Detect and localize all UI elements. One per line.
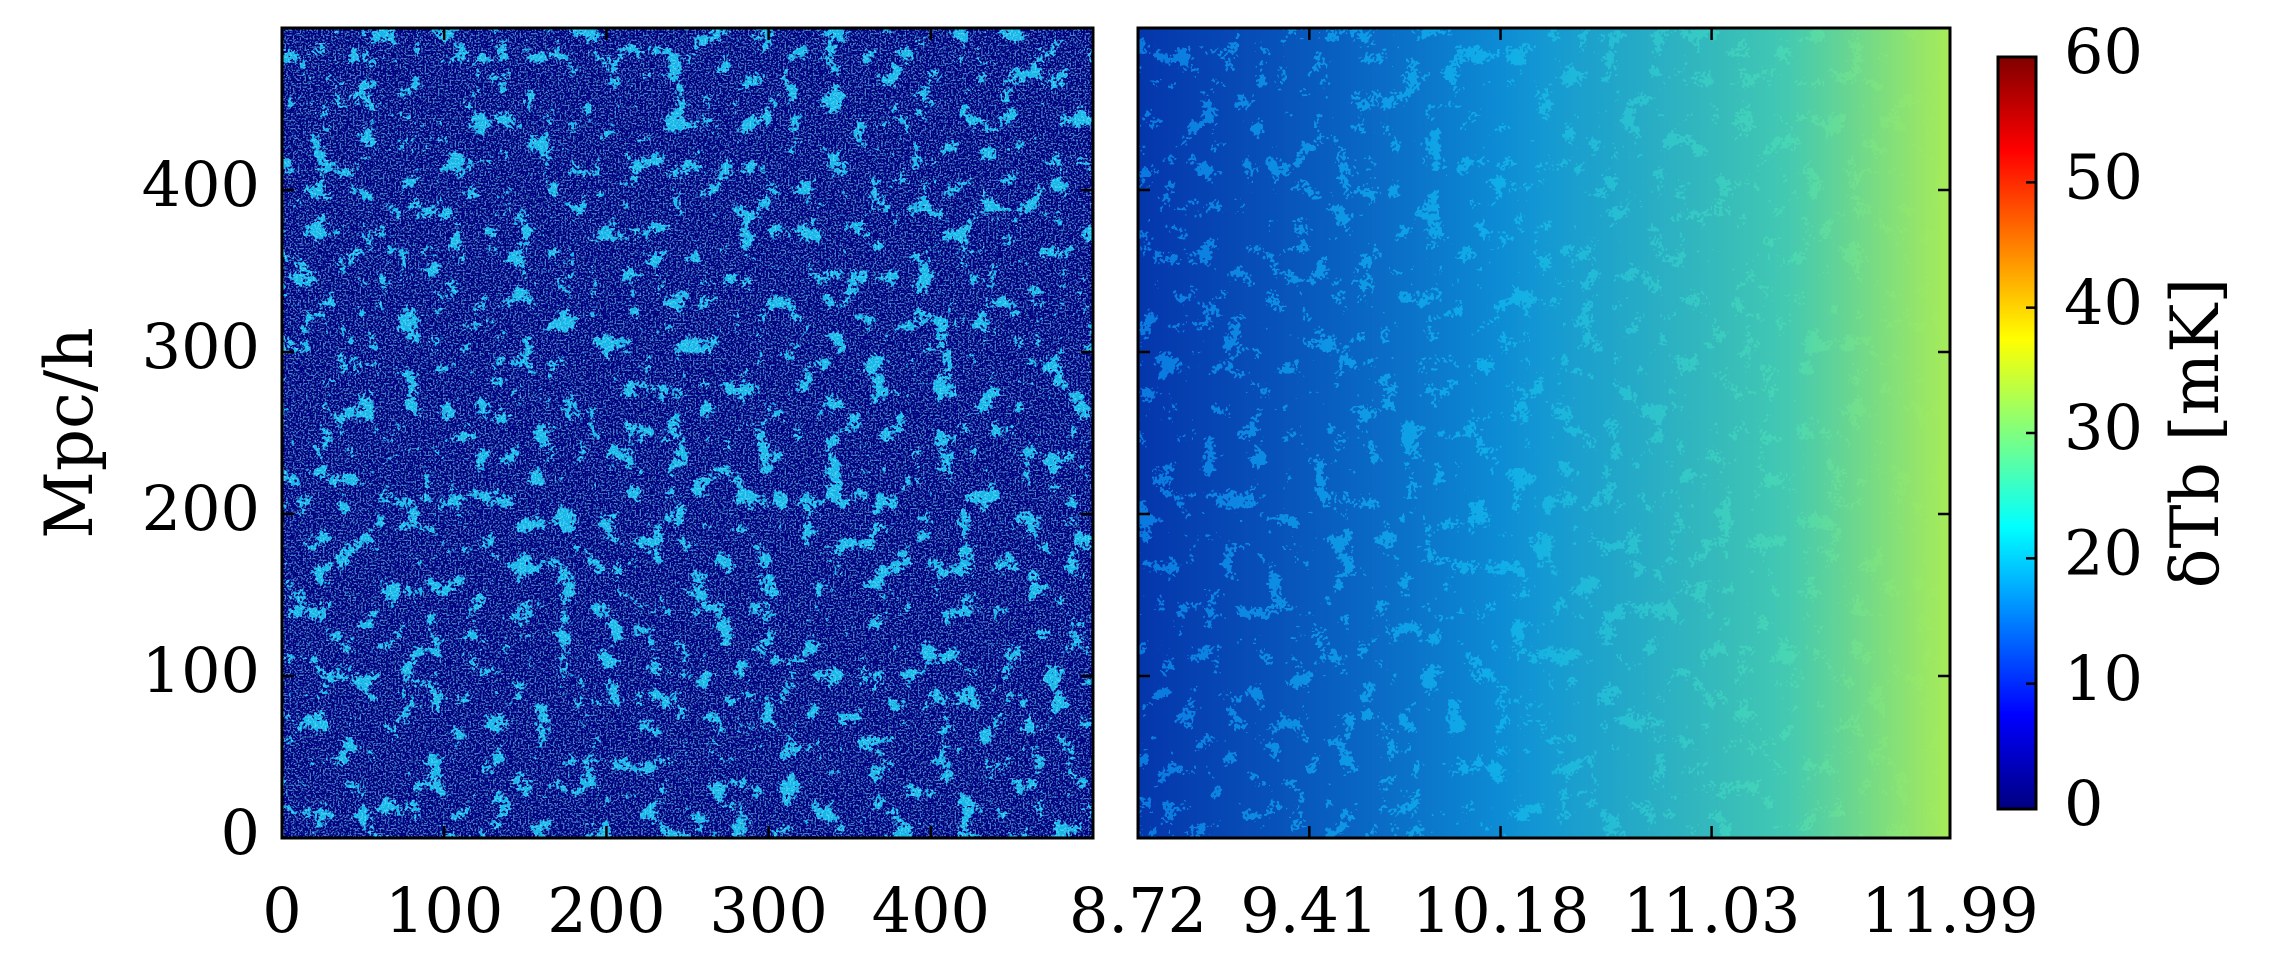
x-tick-label-left: 200	[547, 874, 665, 947]
left-panel-frame	[280, 26, 1095, 840]
y-tick-label-left: 300	[142, 310, 260, 383]
x-tick-label-left: 300	[709, 874, 827, 947]
left-heatmap-speckle	[282, 28, 1093, 838]
x-tick-label-right: 11.99	[1861, 874, 2039, 947]
x-tick-label-right: 10.18	[1412, 874, 1590, 947]
colorbar-label: δTb [mK]	[2157, 278, 2234, 588]
colorbar-tick-label: 60	[2064, 15, 2143, 88]
colorbar-tick-label: 10	[2064, 642, 2143, 715]
colorbar-tick-label: 20	[2064, 516, 2143, 589]
y-tick-label-left: 200	[142, 472, 260, 545]
right-heatmap-field	[1138, 28, 1950, 838]
x-tick-label-left: 100	[385, 874, 503, 947]
colorbar-tick-label: 40	[2064, 266, 2143, 339]
x-tick-label-right: 9.41	[1240, 874, 1378, 947]
colorbar-tick-label: 0	[2064, 767, 2103, 840]
right-panel-frame	[1136, 26, 1952, 840]
x-tick-label-right: 8.72	[1069, 874, 1207, 947]
y-tick-label-left: 100	[142, 634, 260, 707]
y-tick-label-left: 0	[221, 796, 260, 869]
right-heatmap-panel	[1138, 28, 1950, 838]
left-heatmap-panel	[282, 28, 1093, 838]
x-tick-label-right: 11.03	[1623, 874, 1801, 947]
colorbar-tick-label: 30	[2064, 391, 2143, 464]
y-tick-label-left: 400	[142, 148, 260, 221]
colorbar-tick-label: 50	[2064, 140, 2143, 213]
x-tick-label-left: 400	[872, 874, 990, 947]
x-tick-label-left: 0	[262, 874, 301, 947]
y-axis-label: Mpc/h	[31, 327, 108, 539]
